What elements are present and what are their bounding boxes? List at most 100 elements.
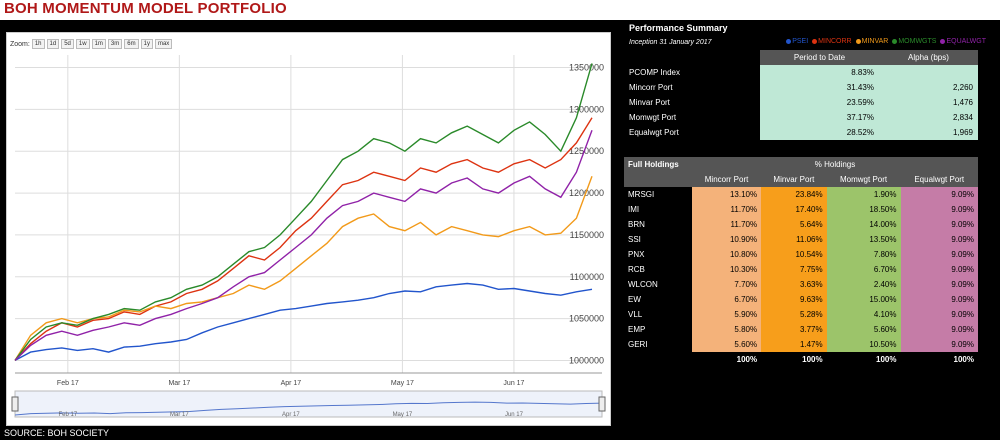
holdings-col-header: Minvar Port <box>761 172 827 187</box>
performance-row: Equalwgt Port 28.52% 1,969 <box>624 125 978 140</box>
holding-weight: 9.09% <box>900 277 978 292</box>
navigator-handle-right[interactable] <box>598 396 606 412</box>
holding-weight: 6.70% <box>692 292 762 307</box>
legend-item-mincorr[interactable]: MINCORR <box>812 38 852 45</box>
holding-weight: 18.50% <box>826 202 901 217</box>
y-tick-label: 1300000 <box>569 104 604 114</box>
series-line-psei <box>14 282 593 362</box>
x-tick-label: Jun 17 <box>503 380 524 387</box>
line-chart: 1000000105000011000001150000120000012500… <box>11 55 606 418</box>
zoom-button-1d[interactable]: 1d <box>46 39 60 49</box>
alpha-value: 1,969 <box>878 125 978 140</box>
holding-row: GERI 5.60% 1.47% 10.50% 9.09% <box>624 337 978 352</box>
legend-item-momwgts[interactable]: MOMWGTS <box>892 38 936 45</box>
ticker: RCB <box>628 265 645 274</box>
holding-weight: 10.90% <box>692 232 762 247</box>
series-line-momwgts <box>14 63 593 361</box>
chart-legend: PSEI MINCORR MINVAR MOMWGTS EQUALWGT <box>782 38 986 45</box>
holding-weight: 9.09% <box>900 337 978 352</box>
period-to-date-value: 37.17% <box>760 110 879 125</box>
zoom-button-1y[interactable]: 1y <box>140 39 153 49</box>
holding-row: SSI 10.90% 11.06% 13.50% 9.09% <box>624 232 978 247</box>
zoom-button-3m[interactable]: 3m <box>107 39 123 49</box>
pct-holdings-title: % Holdings <box>692 157 978 172</box>
holding-weight: 3.77% <box>761 322 827 337</box>
navigator-label: Apr 17 <box>282 412 300 418</box>
holding-weight: 5.28% <box>761 307 827 322</box>
navigator-label: Jun 17 <box>505 412 524 418</box>
alpha-value: 2,260 <box>878 80 978 95</box>
holding-weight: 11.06% <box>761 232 827 247</box>
legend-label: EQUALWGT <box>946 38 986 45</box>
legend-item-equalwgt[interactable]: EQUALWGT <box>940 38 986 45</box>
zoom-button-1w[interactable]: 1w <box>75 39 90 49</box>
zoom-button-1h[interactable]: 1h <box>31 39 45 49</box>
legend-marker-icon <box>940 39 946 44</box>
zoom-button-max[interactable]: max <box>154 39 173 49</box>
holding-weight: 7.80% <box>826 247 901 262</box>
legend-label: MINCORR <box>818 38 852 45</box>
ticker: GERI <box>628 340 648 349</box>
legend-item-psei[interactable]: PSEI <box>786 38 808 45</box>
holdings-total: 100% <box>802 355 823 364</box>
holding-row: BRN 11.70% 5.64% 14.00% 9.09% <box>624 217 978 232</box>
holding-weight: 9.09% <box>900 262 978 277</box>
holding-weight: 11.70% <box>692 202 762 217</box>
col-alpha: Alpha (bps) <box>878 50 978 65</box>
zoom-button-1m[interactable]: 1m <box>91 39 106 49</box>
zoom-button-6m[interactable]: 6m <box>124 39 139 49</box>
performance-row: Mincorr Port 31.43% 2,260 <box>624 80 978 95</box>
x-tick-label: Apr 17 <box>281 380 302 387</box>
holding-row: PNX 10.80% 10.54% 7.80% 9.09% <box>624 247 978 262</box>
holding-row: IMI 11.70% 17.40% 18.50% 9.09% <box>624 202 978 217</box>
holding-row: MRSGI 13.10% 23.84% 1.90% 9.09% <box>624 187 978 202</box>
navigator-label: Mar 17 <box>170 412 189 418</box>
ticker: PNX <box>628 250 645 259</box>
performance-row: PCOMP Index 8.83% <box>624 65 978 80</box>
ticker: EMP <box>628 325 646 334</box>
legend-marker-icon <box>786 39 792 44</box>
holding-weight: 5.60% <box>826 322 901 337</box>
holding-weight: 5.80% <box>692 322 762 337</box>
legend-label: MOMWGTS <box>898 38 937 45</box>
holding-weight: 17.40% <box>761 202 827 217</box>
legend-item-minvar[interactable]: MINVAR <box>855 38 888 45</box>
period-to-date-value: 31.43% <box>760 80 879 95</box>
holding-weight: 9.09% <box>900 232 978 247</box>
ticker: IMI <box>628 205 640 214</box>
holding-weight: 9.09% <box>900 292 978 307</box>
performance-row: Minvar Port 23.59% 1,476 <box>624 95 978 110</box>
holding-weight: 13.50% <box>826 232 901 247</box>
holding-weight: 10.30% <box>692 262 762 277</box>
y-tick-label: 1100000 <box>570 272 604 282</box>
holding-weight: 9.09% <box>900 307 978 322</box>
x-tick-label: May 17 <box>391 380 414 387</box>
navigator-line <box>14 401 603 416</box>
portfolio-name: PCOMP Index <box>629 68 680 77</box>
holding-weight: 13.10% <box>692 187 762 202</box>
holdings-col-header: Equalwgt Port <box>900 172 978 187</box>
holdings-title: Full Holdings <box>624 157 692 172</box>
performance-row: Momwgt Port 37.17% 2,834 <box>624 110 978 125</box>
holding-row: RCB 10.30% 7.75% 6.70% 9.09% <box>624 262 978 277</box>
ticker: BRN <box>628 220 645 229</box>
navigator-handle-left[interactable] <box>11 396 19 412</box>
alpha-value: 2,834 <box>878 110 978 125</box>
ticker: SSI <box>628 235 641 244</box>
zoom-button-5d[interactable]: 5d <box>61 39 74 49</box>
y-tick-label: 1350000 <box>569 63 604 73</box>
performance-title: Performance Summary <box>629 22 728 33</box>
holding-weight: 9.09% <box>900 217 978 232</box>
ticker: VLL <box>628 310 643 319</box>
holding-weight: 9.63% <box>761 292 827 307</box>
holding-weight: 11.70% <box>692 217 762 232</box>
zoom-bar: Zoom: 1h 1d 5d 1w 1m 3m 6m 1y max <box>10 38 173 50</box>
source-note: SOURCE: BOH SOCIETY <box>4 428 110 438</box>
holding-row: WLCON 7.70% 3.63% 2.40% 9.09% <box>624 277 978 292</box>
holdings-total: 100% <box>876 355 897 364</box>
holding-weight: 7.75% <box>761 262 827 277</box>
legend-marker-icon <box>855 39 861 44</box>
performance-summary-table: Performance Summary Inception 31 January… <box>624 20 978 140</box>
holding-weight: 5.90% <box>692 307 762 322</box>
holding-weight: 23.84% <box>761 187 827 202</box>
